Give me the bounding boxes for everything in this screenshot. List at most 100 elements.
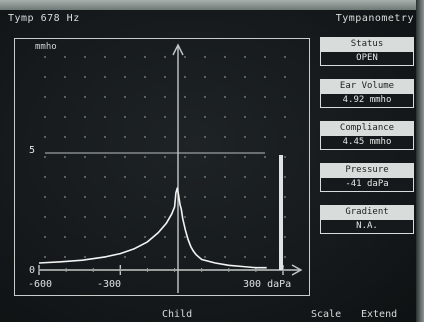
grid-dot xyxy=(244,256,246,258)
grid-dot xyxy=(104,136,106,138)
y-axis-marker-five: 5 xyxy=(29,145,36,156)
grid-dot xyxy=(264,136,266,138)
grid-dot xyxy=(84,256,86,258)
grid-dot xyxy=(204,216,206,218)
grid-dot xyxy=(224,216,226,218)
grid-dot xyxy=(64,56,66,58)
grid-dot xyxy=(84,56,86,58)
gradient-panel-title: Gradient xyxy=(320,205,414,220)
grid-dot xyxy=(284,76,286,78)
grid-dot xyxy=(284,236,286,238)
grid-dot xyxy=(244,96,246,98)
grid-dot xyxy=(84,96,86,98)
grid-dot xyxy=(144,236,146,238)
grid-dot xyxy=(204,156,206,158)
mode-title: Tympanometry xyxy=(335,13,414,24)
grid-dot xyxy=(284,256,286,258)
grid-dot xyxy=(284,136,286,138)
grid-dot xyxy=(184,256,186,258)
grid-dot xyxy=(284,116,286,118)
grid-dot xyxy=(124,236,126,238)
grid-dot xyxy=(244,236,246,238)
pressure-panel: Pressure -41 daPa xyxy=(320,163,414,192)
grid-dot xyxy=(144,256,146,258)
grid-dot xyxy=(44,96,46,98)
grid-dot xyxy=(264,96,266,98)
grid-dot xyxy=(264,76,266,78)
grid-dot xyxy=(104,56,106,58)
grid-dot xyxy=(144,116,146,118)
grid-dot xyxy=(184,76,186,78)
x-tick-label-300-dapa: 300 daPa xyxy=(243,279,292,290)
grid-dot xyxy=(124,76,126,78)
grid-dot xyxy=(164,116,166,118)
grid-dot xyxy=(124,256,126,258)
grid-dot xyxy=(184,56,186,58)
x-axis-arrow xyxy=(291,264,303,276)
status-panel-value: OPEN xyxy=(320,52,414,66)
grid-dot xyxy=(84,176,86,178)
grid-dot xyxy=(104,176,106,178)
grid-dot xyxy=(84,116,86,118)
grid-dot xyxy=(224,236,226,238)
grid-dot xyxy=(144,196,146,198)
grid-dot xyxy=(204,116,206,118)
grid-dot xyxy=(224,56,226,58)
grid-dot xyxy=(124,156,126,158)
grid-dot xyxy=(184,176,186,178)
grid-dot xyxy=(124,176,126,178)
y-axis-arrow xyxy=(172,43,184,56)
grid-dot xyxy=(184,116,186,118)
grid-dot xyxy=(264,256,266,258)
grid-dot xyxy=(124,216,126,218)
compliance-panel-title: Compliance xyxy=(320,121,414,136)
grid-dot xyxy=(44,176,46,178)
grid-dot xyxy=(244,136,246,138)
grid-dot xyxy=(44,196,46,198)
grid-dot xyxy=(264,56,266,58)
monitor-bezel-top xyxy=(0,0,424,10)
tympanogram-plot: mmho 5 0 -600 -300 300 daPa xyxy=(14,38,310,296)
status-panel: Status OPEN xyxy=(320,37,414,66)
grid-dot xyxy=(64,156,66,158)
grid-dot xyxy=(264,236,266,238)
grid-dot xyxy=(64,136,66,138)
grid-dot xyxy=(164,256,166,258)
gradient-panel-value: N.A. xyxy=(320,220,414,234)
grid-dot xyxy=(144,56,146,58)
grid-dot xyxy=(144,216,146,218)
grid-dot xyxy=(164,56,166,58)
grid-dot xyxy=(64,76,66,78)
grid-dot xyxy=(144,176,146,178)
child-softkey[interactable]: Child xyxy=(162,309,193,320)
grid-dot xyxy=(244,216,246,218)
x-tick-label-minus-300: -300 xyxy=(97,279,122,290)
grid-dot xyxy=(64,216,66,218)
grid-dot xyxy=(244,196,246,198)
gradient-panel: Gradient N.A. xyxy=(320,205,414,234)
grid-dot xyxy=(84,76,86,78)
grid-dot xyxy=(44,76,46,78)
grid-dot xyxy=(284,156,286,158)
grid-dot xyxy=(164,216,166,218)
tympanogram-trace xyxy=(38,187,267,269)
grid-dot xyxy=(284,216,286,218)
grid-dot xyxy=(284,56,286,58)
grid-dot xyxy=(244,56,246,58)
grid-dot xyxy=(44,156,46,158)
compliance-panel: Compliance 4.45 mmho xyxy=(320,121,414,150)
grid-dot xyxy=(44,56,46,58)
grid-dot xyxy=(104,196,106,198)
grid-dot xyxy=(204,196,206,198)
grid-dot xyxy=(144,96,146,98)
grid-dot xyxy=(84,236,86,238)
scale-softkey[interactable]: Scale xyxy=(311,309,342,320)
compliance-panel-value: 4.45 mmho xyxy=(320,136,414,150)
grid-dot xyxy=(64,96,66,98)
grid-dot xyxy=(244,76,246,78)
grid-dot xyxy=(104,116,106,118)
extend-softkey[interactable]: Extend xyxy=(361,309,398,320)
grid-dot xyxy=(84,216,86,218)
grid-dot xyxy=(44,256,46,258)
